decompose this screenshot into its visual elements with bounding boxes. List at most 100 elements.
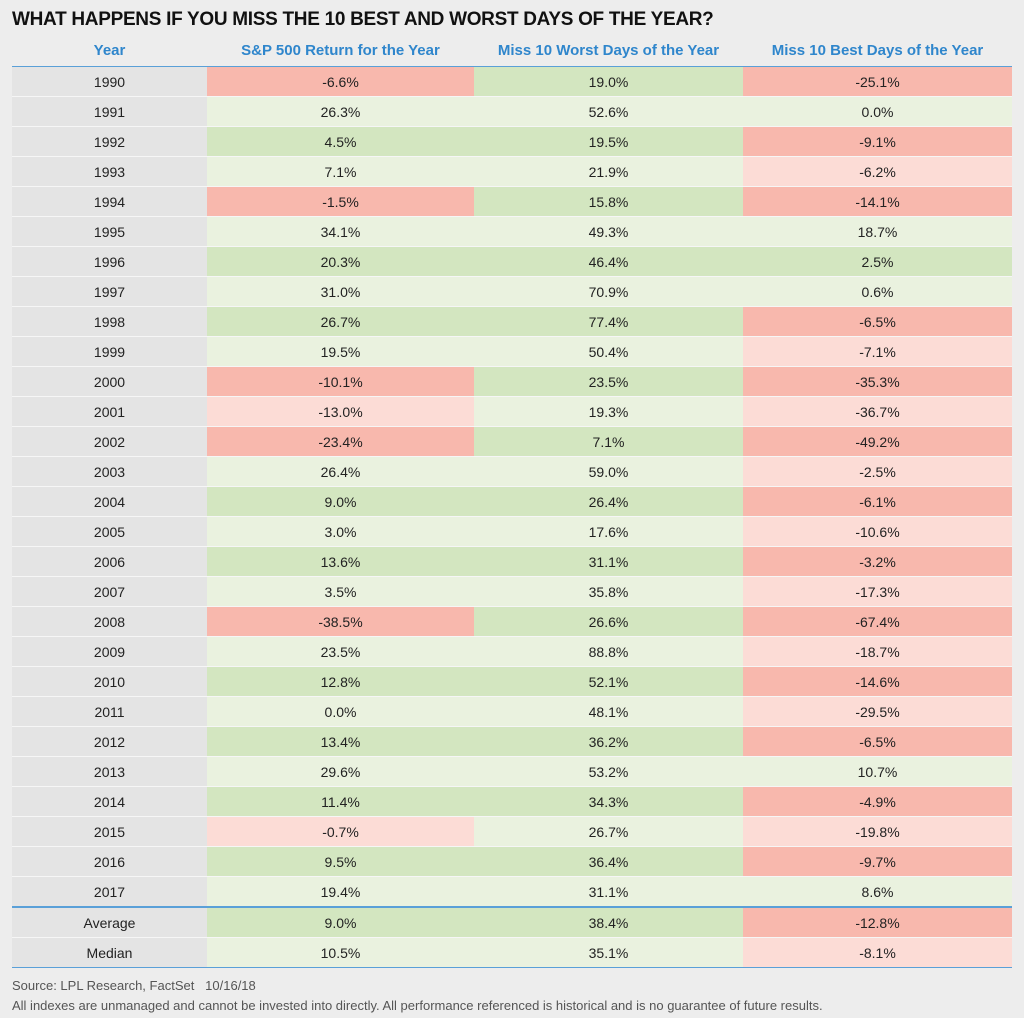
sp500-return-cell: -6.6% <box>207 66 474 97</box>
miss-worst-cell: 38.4% <box>474 906 743 938</box>
col-header-miss-worst: Miss 10 Worst Days of the Year <box>474 34 743 67</box>
table-row: 2005 3.0% 17.6% -10.6% <box>12 516 1012 547</box>
table-row: 2013 29.6% 53.2% 10.7% <box>12 756 1012 787</box>
summary-row: Median 10.5% 35.1% -8.1% <box>12 937 1012 968</box>
miss-worst-cell: 35.8% <box>474 576 743 607</box>
year-cell: 2009 <box>12 636 207 667</box>
year-cell: 2008 <box>12 606 207 637</box>
miss-worst-cell: 70.9% <box>474 276 743 307</box>
table-row: 2008 -38.5% 26.6% -67.4% <box>12 606 1012 637</box>
table-row: 1999 19.5% 50.4% -7.1% <box>12 336 1012 367</box>
sp500-return-cell: 26.7% <box>207 306 474 337</box>
table-row: 2010 12.8% 52.1% -14.6% <box>12 666 1012 697</box>
miss-worst-cell: 50.4% <box>474 336 743 367</box>
table-row: 1996 20.3% 46.4% 2.5% <box>12 246 1012 277</box>
table-row: 1995 34.1% 49.3% 18.7% <box>12 216 1012 247</box>
miss-best-cell: -29.5% <box>743 696 1012 727</box>
miss-best-cell: -35.3% <box>743 366 1012 397</box>
table-row: 2011 0.0% 48.1% -29.5% <box>12 696 1012 727</box>
miss-worst-cell: 19.0% <box>474 66 743 97</box>
miss-worst-cell: 49.3% <box>474 216 743 247</box>
table-row: 2002 -23.4% 7.1% -49.2% <box>12 426 1012 457</box>
miss-worst-cell: 52.6% <box>474 96 743 127</box>
miss-worst-cell: 35.1% <box>474 937 743 968</box>
miss-best-cell: -3.2% <box>743 546 1012 577</box>
miss-worst-cell: 36.4% <box>474 846 743 877</box>
sp500-return-cell: 20.3% <box>207 246 474 277</box>
sp500-return-cell: 13.4% <box>207 726 474 757</box>
year-cell: 1996 <box>12 246 207 277</box>
miss-worst-cell: 7.1% <box>474 426 743 457</box>
sp500-return-cell: -23.4% <box>207 426 474 457</box>
sp500-return-cell: 23.5% <box>207 636 474 667</box>
miss-best-cell: -14.6% <box>743 666 1012 697</box>
sp500-return-cell: 9.5% <box>207 846 474 877</box>
miss-worst-cell: 46.4% <box>474 246 743 277</box>
miss-worst-cell: 36.2% <box>474 726 743 757</box>
year-cell: 2013 <box>12 756 207 787</box>
sp500-return-cell: 3.5% <box>207 576 474 607</box>
miss-best-cell: -18.7% <box>743 636 1012 667</box>
sp500-return-cell: 26.4% <box>207 456 474 487</box>
miss-best-cell: 10.7% <box>743 756 1012 787</box>
table-row: 2017 19.4% 31.1% 8.6% <box>12 876 1012 908</box>
year-cell: 2017 <box>12 876 207 908</box>
table-row: 1997 31.0% 70.9% 0.6% <box>12 276 1012 307</box>
miss-worst-cell: 26.4% <box>474 486 743 517</box>
sp500-return-cell: 29.6% <box>207 756 474 787</box>
miss-worst-cell: 48.1% <box>474 696 743 727</box>
table-row: 1990 -6.6% 19.0% -25.1% <box>12 66 1012 97</box>
sp500-return-cell: 19.4% <box>207 876 474 908</box>
year-cell: 1992 <box>12 126 207 157</box>
table-row: 2000 -10.1% 23.5% -35.3% <box>12 366 1012 397</box>
sp500-return-cell: 4.5% <box>207 126 474 157</box>
miss-best-cell: -49.2% <box>743 426 1012 457</box>
miss-worst-cell: 31.1% <box>474 876 743 908</box>
sp500-return-cell: 19.5% <box>207 336 474 367</box>
miss-best-cell: -19.8% <box>743 816 1012 847</box>
year-cell: 1998 <box>12 306 207 337</box>
year-cell: 1993 <box>12 156 207 187</box>
table-row: 2006 13.6% 31.1% -3.2% <box>12 546 1012 577</box>
summary-row: Average 9.0% 38.4% -12.8% <box>12 906 1012 938</box>
sp500-return-cell: 13.6% <box>207 546 474 577</box>
miss-worst-cell: 19.3% <box>474 396 743 427</box>
year-cell: 2012 <box>12 726 207 757</box>
miss-worst-cell: 17.6% <box>474 516 743 547</box>
col-header-sp500-return: S&P 500 Return for the Year <box>207 34 474 67</box>
miss-worst-cell: 77.4% <box>474 306 743 337</box>
miss-best-cell: -17.3% <box>743 576 1012 607</box>
sp500-return-cell: 7.1% <box>207 156 474 187</box>
disclaimer: All indexes are unmanaged and cannot be … <box>12 998 823 1013</box>
year-cell: 2010 <box>12 666 207 697</box>
miss-best-cell: -67.4% <box>743 606 1012 637</box>
miss-best-cell: -6.5% <box>743 306 1012 337</box>
col-header-miss-best: Miss 10 Best Days of the Year <box>743 34 1012 67</box>
sp500-return-cell: 26.3% <box>207 96 474 127</box>
sp500-return-cell: 0.0% <box>207 696 474 727</box>
document: WHAT HAPPENS IF YOU MISS THE 10 BEST AND… <box>12 0 1012 1018</box>
sp500-return-cell: -1.5% <box>207 186 474 217</box>
table-body: 1990 -6.6% 19.0% -25.1% 1991 26.3% 52.6% 0.0% 19… <box>12 66 1012 968</box>
miss-worst-cell: 15.8% <box>474 186 743 217</box>
miss-best-cell: -36.7% <box>743 396 1012 427</box>
sp500-return-cell: 10.5% <box>207 937 474 968</box>
miss-best-cell: -6.2% <box>743 156 1012 187</box>
year-cell: Average <box>12 906 207 938</box>
year-cell: 2000 <box>12 366 207 397</box>
miss-worst-cell: 21.9% <box>474 156 743 187</box>
miss-best-cell: -2.5% <box>743 456 1012 487</box>
year-cell: 1995 <box>12 216 207 247</box>
sp500-return-cell: -0.7% <box>207 816 474 847</box>
sp500-return-cell: 12.8% <box>207 666 474 697</box>
year-cell: 1997 <box>12 276 207 307</box>
year-cell: 2011 <box>12 696 207 727</box>
miss-worst-cell: 53.2% <box>474 756 743 787</box>
year-cell: 1990 <box>12 66 207 97</box>
footer: Source: LPL Research, FactSet 10/16/18 A… <box>12 976 1012 1016</box>
miss-best-cell: 18.7% <box>743 216 1012 247</box>
year-cell: 2003 <box>12 456 207 487</box>
year-cell: 2016 <box>12 846 207 877</box>
miss-best-cell: 0.0% <box>743 96 1012 127</box>
sp500-return-cell: -10.1% <box>207 366 474 397</box>
